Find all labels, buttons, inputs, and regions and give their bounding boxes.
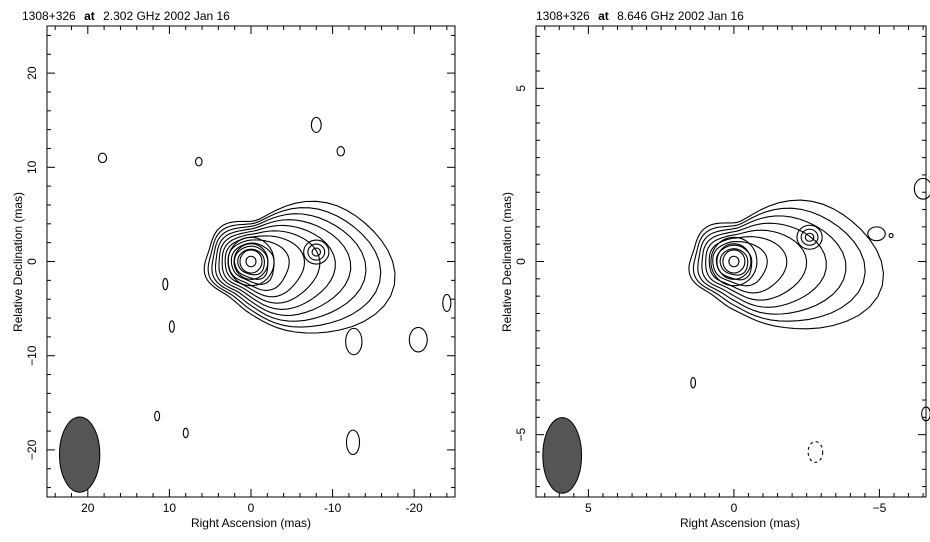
x-tick-label: 0	[731, 501, 738, 515]
beam-ellipse	[58, 416, 101, 493]
y-tick-label: 0	[25, 258, 39, 265]
knot-contour	[307, 243, 326, 261]
contour-line	[719, 248, 749, 276]
noise-contour	[690, 376, 697, 389]
core-contour	[227, 236, 275, 287]
contour-line	[688, 199, 885, 330]
tick-marks	[536, 26, 926, 497]
x-tick-labels: 5 0 −5	[585, 501, 887, 515]
negative-contour	[807, 441, 824, 463]
x-tick-labels: 20 10 0 -10 -20	[81, 501, 423, 515]
panel-8ghz: 1308+326 at 8.646 GHz 2002 Jan 16 5 0 −5 5…	[500, 9, 930, 530]
core-contour	[239, 249, 263, 274]
y-tick-label: −5	[514, 427, 528, 441]
noise-contour	[97, 152, 108, 164]
contour-line	[214, 219, 352, 316]
x-tick-label: -20	[406, 501, 424, 515]
noise-contour	[867, 226, 886, 242]
noise-contour	[154, 410, 161, 422]
contour-line	[221, 230, 321, 304]
knot-contour	[804, 232, 815, 242]
contour-line	[224, 235, 306, 298]
panel-title: 1308+326 at 2.302 GHz 2002 Jan 16	[22, 9, 230, 23]
contour-line	[697, 215, 847, 315]
noise-contour	[408, 326, 428, 353]
contour-map	[58, 116, 452, 493]
core-contour	[722, 249, 746, 274]
noise-contour	[194, 156, 203, 167]
x-axis-label: Right Ascension (mas)	[191, 516, 311, 530]
noise-contour	[336, 146, 345, 157]
contour-line	[708, 236, 788, 294]
y-tick-label: 0	[514, 258, 528, 265]
noise-contour	[310, 116, 322, 133]
noise-contour	[162, 277, 169, 291]
x-tick-label: 0	[248, 501, 255, 515]
noise-contour	[345, 327, 363, 356]
x-axis-label: Right Ascension (mas)	[680, 516, 800, 530]
y-tick-labels: 20 10 0 −10 −20	[25, 66, 39, 460]
contour-line	[227, 239, 290, 291]
contour-line	[701, 222, 827, 308]
noise-contour	[168, 320, 175, 333]
x-tick-label: -10	[324, 501, 342, 515]
y-tick-label: 5	[514, 85, 528, 92]
core-contour	[728, 255, 740, 268]
title-details: 2.302 GHz 2002 Jan 16	[103, 9, 230, 23]
noise-contour	[345, 429, 361, 456]
core-contour	[716, 243, 752, 280]
contour-line	[203, 200, 396, 334]
knot-contour	[303, 239, 330, 265]
noise-contour	[182, 427, 189, 439]
knot-contour	[800, 228, 819, 246]
x-tick-label: 20	[81, 501, 95, 515]
contour-line	[230, 242, 275, 285]
contour-line	[705, 229, 808, 301]
noise-contour	[913, 177, 930, 200]
y-tick-labels: 5 0 −5	[514, 85, 528, 442]
noise-contour	[888, 232, 894, 239]
contour-line	[211, 213, 367, 322]
noise-contour	[442, 293, 452, 312]
contour-line	[712, 241, 768, 287]
y-tick-label: −10	[25, 345, 39, 366]
noise-contour	[921, 406, 930, 422]
beam-ellipse	[542, 417, 583, 494]
knot-contour	[311, 247, 322, 257]
panel-title: 1308+326 at 8.646 GHz 2002 Jan 16	[536, 9, 744, 23]
title-source: 1308+326	[536, 9, 590, 23]
title-details: 8.646 GHz 2002 Jan 16	[617, 9, 744, 23]
core-contour	[233, 243, 269, 280]
contour-line	[218, 224, 336, 310]
title-connector: at	[598, 9, 609, 23]
y-tick-label: 10	[25, 160, 39, 174]
contour-map	[542, 177, 930, 494]
y-tick-label: 20	[25, 66, 39, 80]
contour-line	[692, 207, 866, 322]
contour-line	[237, 248, 265, 276]
core-contour	[245, 255, 257, 268]
plot-frame	[46, 25, 456, 498]
x-tick-label: −5	[873, 501, 887, 515]
title-source: 1308+326	[22, 9, 76, 23]
contour-line	[207, 207, 382, 328]
tick-marks	[47, 26, 455, 497]
core-contour	[710, 236, 758, 287]
x-tick-label: 5	[585, 501, 592, 515]
y-axis-label: Relative Declination (mas)	[11, 192, 25, 332]
y-tick-label: −20	[25, 439, 39, 460]
panel-2ghz: 1308+326 at 2.302 GHz 2002 Jan 16 20 10 0 -…	[11, 9, 456, 530]
knot-contour	[796, 224, 823, 250]
plot-frame	[535, 25, 927, 498]
x-tick-label: 10	[163, 501, 177, 515]
y-axis-label: Relative Declination (mas)	[500, 192, 514, 332]
title-connector: at	[84, 9, 95, 23]
